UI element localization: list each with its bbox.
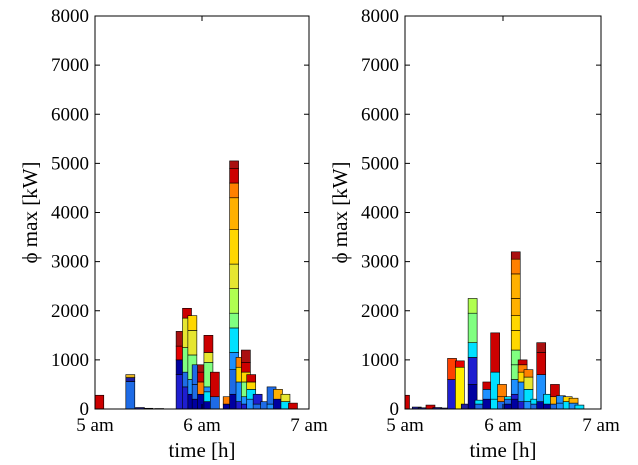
x-axis-label: time [h] [469, 438, 536, 462]
y-tick-label: 5000 [51, 153, 89, 174]
bar-segment-14-7 [229, 263, 239, 289]
x-tick-label: 7 am [290, 415, 328, 436]
bar-segment-16-11 [510, 251, 521, 260]
y-tick-label: 7000 [361, 55, 399, 76]
bar-segment-16-6 [241, 349, 251, 363]
plot-frame [94, 15, 310, 410]
bar-segment-7-5 [182, 307, 192, 319]
bar-segment-10-3 [467, 342, 478, 358]
bar-segment-14-6 [229, 288, 239, 314]
bar-segment-12-2 [210, 371, 220, 398]
y-tick-label: 6000 [51, 104, 89, 125]
bar-segment-16-6 [510, 330, 521, 351]
bar-segment-22-2 [280, 393, 291, 402]
bar-segment-2-2 [125, 377, 136, 382]
y-axis-label: ϕ max [kW] [18, 161, 42, 263]
bar-segment-11-5 [203, 352, 214, 363]
bar-segment-2-1 [125, 381, 136, 410]
bar-segment-14-10 [229, 182, 239, 199]
bar-segment-2-3 [125, 374, 136, 378]
y-tick-label: 3000 [51, 252, 89, 273]
bar-segment-16-10 [510, 258, 521, 275]
bar-segment-16-7 [510, 315, 521, 331]
y-tick-label: 7000 [51, 55, 89, 76]
y-tick-label: 2000 [361, 301, 399, 322]
y-tick-label: 4000 [361, 203, 399, 224]
bar-segment-1-1 [404, 394, 410, 410]
x-tick-label: 6 am [183, 415, 221, 436]
bar-segment-16-9 [510, 273, 521, 299]
bar-segment-16-8 [510, 298, 521, 316]
bar-segment-11-6 [203, 335, 214, 353]
bar-segment-8-1 [455, 366, 465, 410]
bar-segment-26-1 [574, 404, 585, 410]
chart-panel-2: 0 1000 2000 3000 4000 5000 6000 7000 8000 5 am 6 a… [328, 6, 620, 462]
bar-segment-14-9 [229, 197, 239, 230]
bar-segment-14-5 [229, 312, 239, 329]
bar-segment-14-8 [229, 229, 239, 265]
y-tick-label: 4000 [51, 203, 89, 224]
bar-segment-17-4 [246, 374, 257, 383]
chart-panel-1: 0 1000 2000 3000 4000 5000 6000 7000 8000 5 am 6 a… [18, 6, 328, 462]
bar-segment-13-3 [490, 332, 500, 373]
bar-segment-14-12 [229, 160, 239, 169]
bar-segment-14-3 [497, 384, 507, 398]
y-axis-label: ϕ max [kW] [328, 161, 352, 263]
bar-segment-20-3 [536, 352, 547, 375]
y-tick-label: 8000 [51, 6, 89, 27]
x-tick-label: 5 am [386, 415, 424, 436]
x-tick-label: 7 am [582, 415, 620, 436]
bar-segment-18-4 [523, 369, 534, 378]
y-tick-label: 2000 [51, 301, 89, 322]
y-tick-label: 1000 [361, 350, 399, 371]
y-tick-label: 0 [80, 399, 90, 420]
bar-segment-18-3 [523, 376, 534, 390]
bar-segment-12-1 [210, 396, 220, 410]
bar-segment-10-2 [467, 357, 478, 385]
bar-segment-22-3 [550, 384, 560, 398]
bar-segment-10-4 [467, 312, 478, 343]
bar-segment-8-4 [187, 330, 198, 356]
x-tick-label: 5 am [76, 415, 114, 436]
bar-segment-14-11 [229, 167, 239, 184]
bar-group [94, 160, 298, 410]
y-tick-label: 3000 [361, 252, 399, 273]
y-tick-label: 1000 [51, 350, 89, 371]
bar-segment-23-1 [288, 402, 298, 410]
bar-segment-1-1 [94, 394, 105, 410]
x-tick-label: 6 am [484, 415, 522, 436]
bar-segment-8-2 [455, 360, 465, 368]
bar-segment-17-3 [246, 381, 257, 390]
bar-segment-10-5 [467, 298, 478, 314]
bar-group [404, 251, 585, 410]
bar-segment-25-2 [568, 397, 579, 404]
y-tick-label: 6000 [361, 104, 399, 125]
bar-segment-14-4 [229, 327, 239, 353]
y-tick-label: 8000 [361, 6, 399, 27]
bar-segment-16-5 [241, 362, 251, 373]
y-tick-label: 0 [390, 399, 400, 420]
bar-segment-8-5 [187, 315, 198, 331]
bar-segment-18-2 [252, 393, 263, 405]
bar-segment-17-5 [517, 359, 528, 366]
plot-frame [404, 15, 602, 410]
bar-segment-20-4 [536, 342, 547, 353]
y-tick-label: 5000 [361, 153, 399, 174]
x-axis-label: time [h] [168, 438, 235, 462]
